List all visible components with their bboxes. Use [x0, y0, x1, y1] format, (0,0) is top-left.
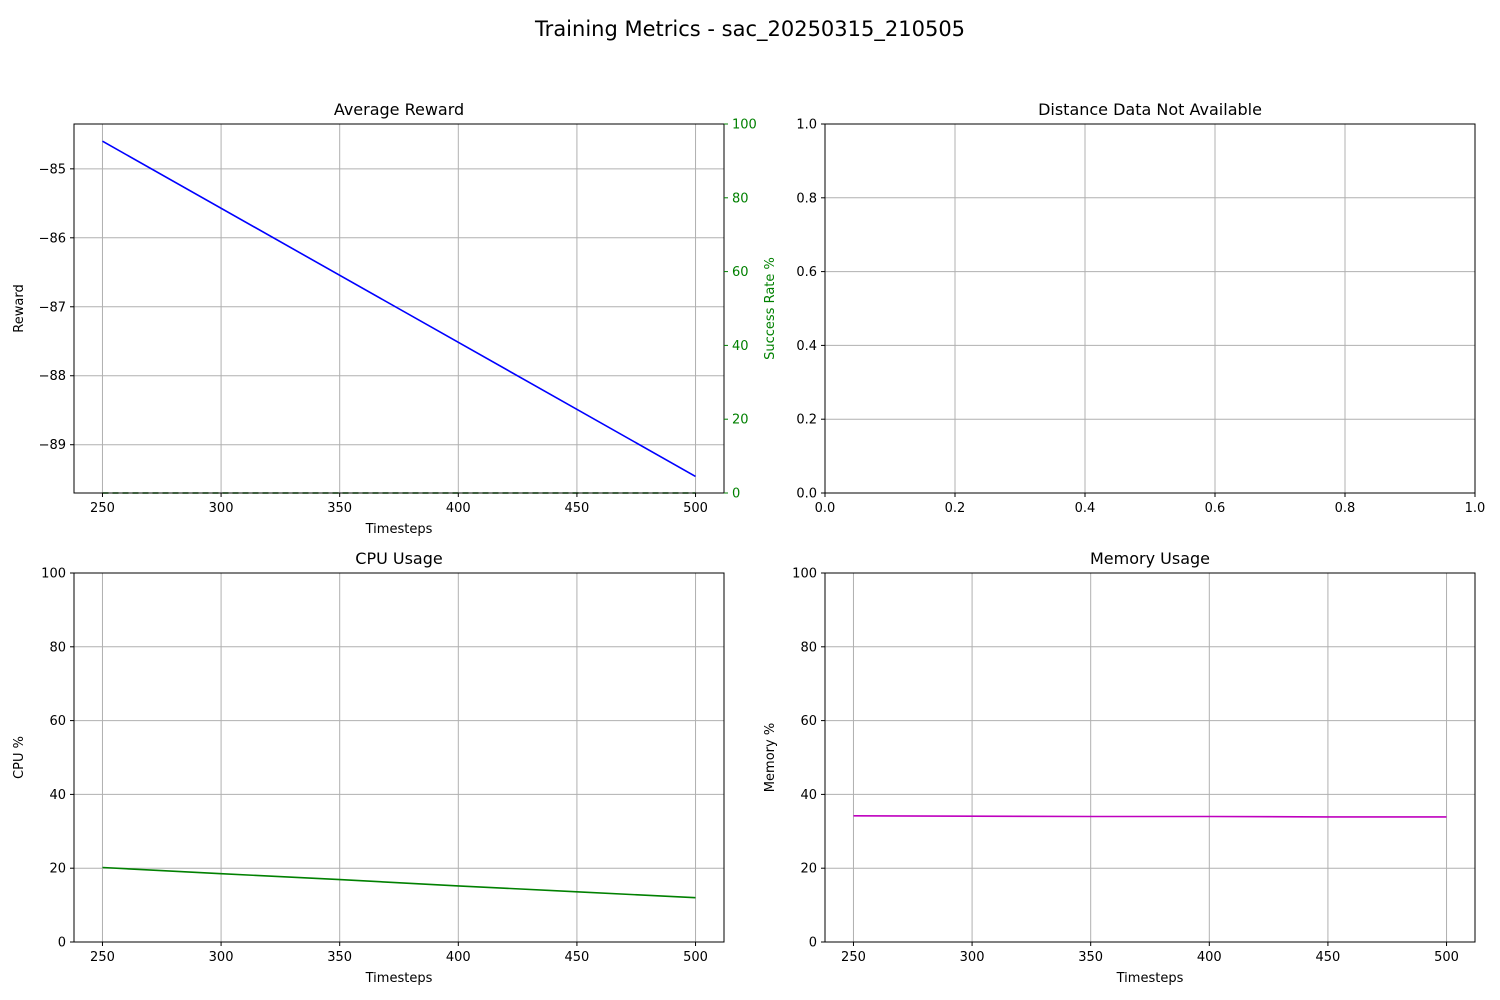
x-tick-label: 250: [90, 501, 115, 516]
x-tick-label: 0.6: [1205, 501, 1226, 516]
x-tick-label: 0.4: [1075, 501, 1096, 516]
y-tick-label: 20: [49, 862, 66, 877]
y-tick-label: 20: [800, 862, 817, 877]
cpu-series-line: [102, 866, 696, 899]
y-tick-label: 0.0: [796, 487, 817, 502]
x-tick-label: 300: [209, 501, 234, 516]
secondary-y-tick-label: 0: [732, 487, 740, 502]
secondary-y-tick-label: 40: [732, 339, 749, 354]
x-tick-label: 500: [683, 501, 708, 516]
y-tick-label: 0: [58, 936, 66, 951]
x-tick-label: 0.8: [1335, 501, 1356, 516]
y-tick-label: 80: [800, 640, 817, 655]
y-tick-label: 40: [49, 788, 66, 803]
y-tick-label: 0: [809, 936, 817, 951]
secondary-y-axis-label: Success Rate %: [763, 257, 778, 360]
y-tick-label: 0.6: [796, 265, 817, 280]
chart-title: Average Reward: [334, 100, 464, 119]
x-tick-label: 350: [327, 950, 352, 965]
figure-suptitle: Training Metrics - sac_20250315_210505: [534, 17, 965, 42]
y-tick-label: −87: [39, 300, 66, 315]
x-tick-label: 350: [1078, 950, 1103, 965]
x-tick-label: 400: [1197, 950, 1222, 965]
chart-cpu: 250 300 350 400 450 500 0 20 40 60 80 100 CPU Usage T…: [12, 549, 725, 986]
plot-frame: [73, 123, 725, 494]
y-tick-label: 0.2: [796, 413, 817, 428]
chart-title: Memory Usage: [1090, 549, 1210, 568]
x-tick-label: 300: [960, 950, 985, 965]
x-tick-label: 0.0: [815, 501, 836, 516]
x-tick-label: 450: [565, 950, 590, 965]
x-tick-label: 450: [565, 501, 590, 516]
secondary-y-tick-label: 80: [732, 191, 749, 206]
x-tick-label: 350: [327, 501, 352, 516]
plot-frame: [824, 123, 1476, 494]
x-tick-label: 250: [841, 950, 866, 965]
x-axis-label: Timesteps: [365, 971, 433, 986]
plot-frame: [73, 572, 725, 943]
x-tick-label: 250: [90, 950, 115, 965]
chart-reward: 250 300 350 400 450 500 −89 −88 −87 −86 −85 0 20 40 60…: [12, 100, 778, 537]
y-tick-label: −88: [39, 369, 66, 384]
y-tick-label: 100: [792, 567, 817, 582]
secondary-y-tick-label: 100: [732, 118, 757, 133]
chart-title: CPU Usage: [355, 549, 442, 568]
x-tick-label: 500: [1434, 950, 1459, 965]
x-tick-label: 1.0: [1465, 501, 1486, 516]
y-tick-label: 60: [49, 714, 66, 729]
secondary-y-tick-label: 20: [732, 413, 749, 428]
y-axis-label: Reward: [12, 284, 27, 332]
x-tick-label: 400: [446, 501, 471, 516]
y-tick-label: 80: [49, 640, 66, 655]
chart-memory: 250 300 350 400 450 500 0 20 40 60 80 100 Memory Usa…: [763, 549, 1476, 986]
y-tick-label: 0.8: [796, 191, 817, 206]
x-tick-label: 500: [683, 950, 708, 965]
y-tick-label: 1.0: [796, 118, 817, 133]
x-tick-label: 0.2: [945, 501, 966, 516]
y-tick-label: −86: [39, 231, 66, 246]
y-tick-label: 0.4: [796, 339, 817, 354]
x-axis-label: Timesteps: [1116, 971, 1184, 986]
y-tick-label: −89: [39, 438, 66, 453]
x-tick-label: 450: [1316, 950, 1341, 965]
y-tick-label: −85: [39, 162, 66, 177]
chart-distance: 0.0 0.2 0.4 0.6 0.8 1.0 0.0 0.2 0.4 0.6 0.8 1.0 Dist…: [796, 100, 1485, 516]
memory-series-line: [853, 814, 1447, 818]
y-tick-label: 100: [41, 567, 66, 582]
y-tick-label: 40: [800, 788, 817, 803]
x-axis-label: Timesteps: [365, 522, 433, 537]
plot-frame: [824, 572, 1476, 943]
y-tick-label: 60: [800, 714, 817, 729]
secondary-y-tick-label: 60: [732, 265, 749, 280]
x-tick-label: 400: [446, 950, 471, 965]
chart-title: Distance Data Not Available: [1038, 100, 1262, 119]
y-axis-label: CPU %: [12, 736, 27, 779]
reward-series-line: [102, 140, 696, 478]
y-axis-label: Memory %: [763, 723, 778, 792]
x-tick-label: 300: [209, 950, 234, 965]
